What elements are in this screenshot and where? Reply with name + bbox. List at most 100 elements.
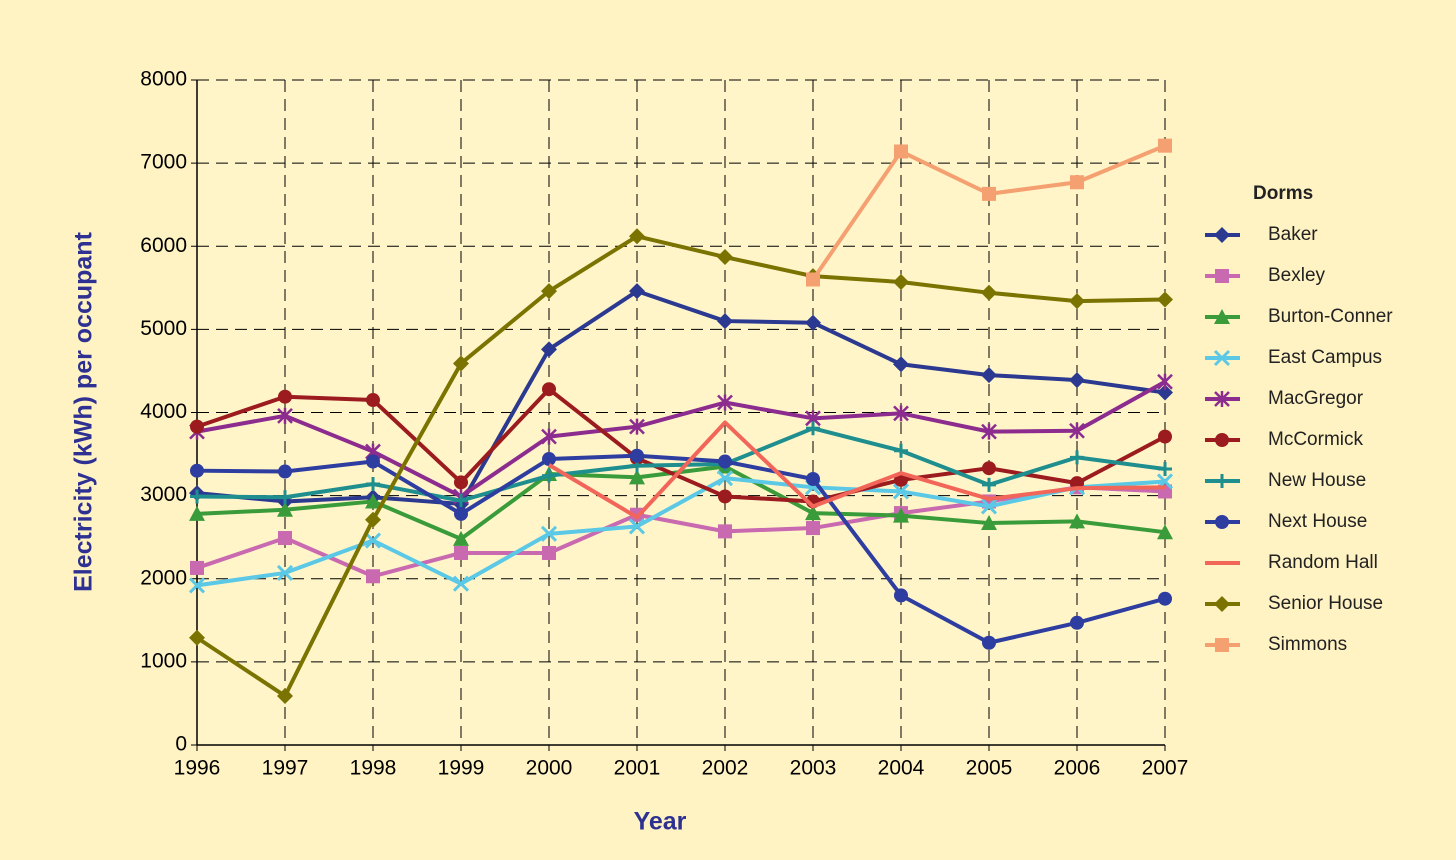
data-point [190,560,204,575]
legend-label: Burton-Conner [1268,306,1393,327]
data-point [628,518,646,535]
data-point [366,569,380,584]
data-point [453,530,469,546]
legend-marker [1214,596,1230,612]
data-point [806,472,820,486]
legend-label: New House [1268,470,1366,491]
legend-marker [1214,227,1230,243]
data-point [541,341,557,358]
data-point [278,464,292,479]
x-tick-label: 2001 [614,757,661,780]
legend-label: Next House [1268,511,1367,532]
data-point [894,588,908,603]
data-point [982,186,996,201]
series-line [196,289,1166,506]
data-point [189,505,205,521]
data-point [542,468,556,483]
data-point [454,506,468,521]
data-point [365,493,381,509]
data-point [805,505,821,521]
x-tick-label: 1996 [174,757,221,780]
legend-label: Senior House [1268,593,1383,614]
data-point [893,356,909,373]
x-tick-label: 2004 [878,757,925,780]
data-point [542,382,556,397]
data-point [629,228,645,245]
legend-marker [1215,269,1229,283]
series-line [196,379,1166,499]
data-point [717,394,733,411]
legend-label: Simmons [1268,634,1347,655]
data-point [892,483,910,500]
data-point [893,405,909,422]
data-point [1157,373,1173,390]
data-point [1070,175,1084,190]
y-tick-label: 1000 [140,649,187,672]
data-point [366,476,380,491]
legend-label: Random Hall [1268,552,1378,573]
data-point [1069,513,1085,529]
x-tick-label: 1998 [350,757,397,780]
data-point [277,407,293,424]
data-point [278,531,292,546]
data-point [718,524,732,539]
x-tick-label: 2005 [966,757,1013,780]
y-tick-label: 8000 [140,68,187,91]
data-point [541,283,557,300]
data-point [278,389,292,404]
x-tick-label: 2006 [1054,757,1101,780]
legend-label: McCormick [1268,429,1363,450]
data-point [1069,372,1085,389]
data-point [1158,462,1172,477]
data-point [806,521,820,536]
series-line [196,426,1166,503]
data-point [894,443,908,458]
data-point [1070,450,1084,465]
data-point [718,454,732,469]
x-axis-title: Year [634,808,687,836]
legend-marker [1214,309,1230,324]
data-point [277,687,293,704]
data-point [366,393,380,408]
legend-marker [1215,515,1229,529]
data-point [190,489,204,504]
data-point [190,463,204,478]
y-axis-title: Electricity (kWh) per occupant [70,231,98,591]
x-tick-label: 1999 [438,757,485,780]
data-point [980,498,998,515]
series-line [196,387,1166,504]
legend-marker [1215,433,1229,447]
data-point [1157,291,1173,308]
data-point [1069,422,1085,439]
x-tick-label: 2007 [1142,757,1189,780]
data-point [893,273,909,290]
data-point [1158,138,1172,153]
legend-marker [1214,391,1230,407]
data-point [454,475,468,490]
series-line [547,420,1166,520]
data-point [364,532,382,549]
data-point [1157,384,1173,401]
data-point [981,515,997,531]
data-point [1157,524,1173,540]
data-point [982,635,996,650]
series-line [196,453,1166,645]
data-point [276,564,294,581]
data-point [806,421,820,436]
data-point [629,469,645,485]
legend-marker [1215,638,1229,652]
data-point [982,477,996,492]
data-point [454,493,468,508]
data-point [981,423,997,440]
data-point [188,577,206,594]
data-point [716,470,734,487]
data-point [542,452,556,467]
x-tick-label: 2000 [526,757,573,780]
data-point [365,511,381,528]
legend-label: East Campus [1268,347,1382,368]
data-point [806,272,820,287]
data-point [541,428,557,445]
data-point [189,629,205,646]
data-point [981,367,997,384]
data-point [1069,293,1085,310]
